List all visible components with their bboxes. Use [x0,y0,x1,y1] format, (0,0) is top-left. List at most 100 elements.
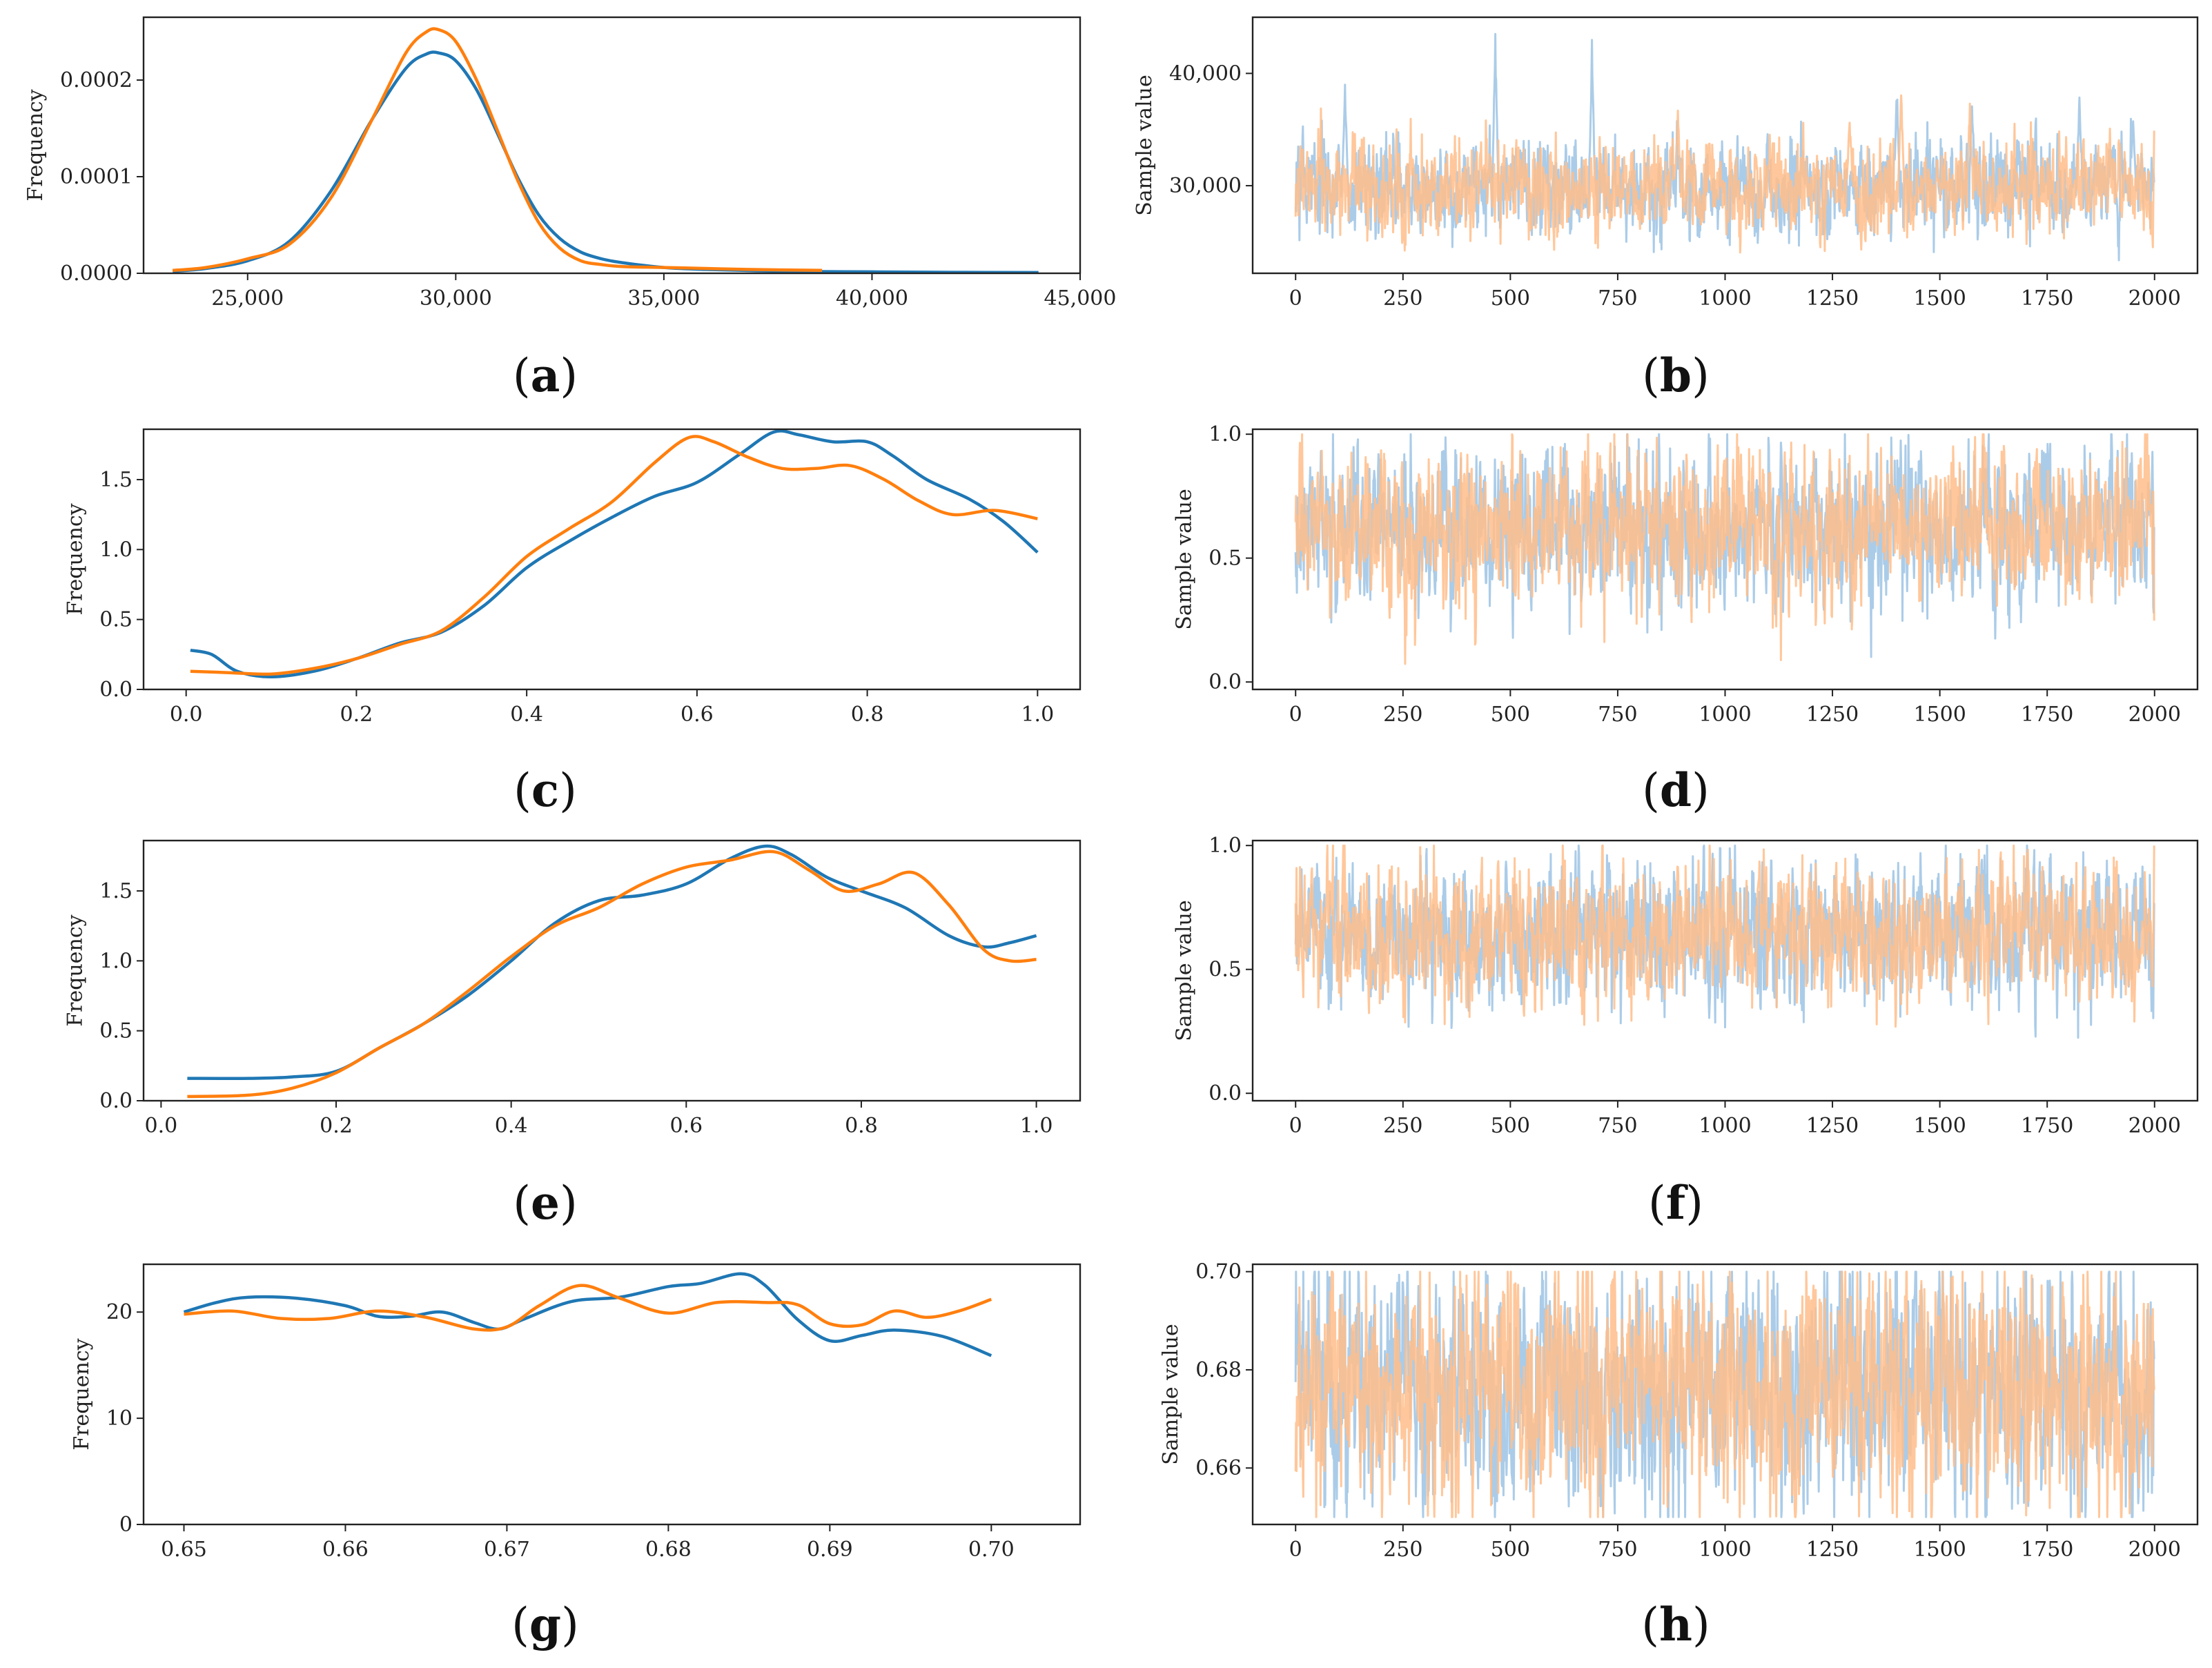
x-tick-label: 1500 [1913,703,1966,727]
x-tick-label: 0.66 [322,1538,369,1562]
x-tick-label: 1750 [2021,286,2073,311]
density-line-1 [190,429,1039,679]
panel-e: 0.0 0.2 0.4 0.6 0.8 1.0 0.0 0.5 1.0 1.5 Frequency (… [63,839,1081,1230]
y-tick-label: 0.66 [1195,1456,1242,1480]
y-axis-label: Frequency [63,914,87,1026]
panel-c: 0.0 0.2 0.4 0.6 0.8 1.0 0.0 0.5 1.0 1.5 Frequency (… [63,428,1081,817]
panel-f: 0 250 500 750 1000 1250 1500 1750 2000 0.0 0.5 1.0 S… [1172,834,2199,1230]
x-tick-label: 2000 [2128,703,2181,727]
x-tick-label: 500 [1491,1114,1530,1138]
x-tick-label: 0.4 [495,1114,528,1138]
trace-line-2 [1294,1270,2155,1518]
plot-area [187,844,1037,1099]
y-tick-label: 1.0 [99,949,133,973]
x-tick-label: 1250 [1806,1538,1859,1562]
plot-area [1294,1270,2155,1518]
y-axis-label: Frequency [23,89,48,201]
x-tick-label: 0.69 [807,1538,853,1562]
y-tick-label: 0 [119,1513,133,1537]
panel-g: 0.65 0.66 0.67 0.68 0.69 0.70 0 10 20 Frequency (g… [70,1263,1081,1651]
x-tick-label: 1250 [1806,703,1859,727]
x-tick-label: 0.65 [161,1538,207,1562]
x-tick-label: 0.68 [645,1538,692,1562]
x-tick-label: 500 [1491,703,1530,727]
x-tick-label: 1000 [1699,703,1751,727]
x-tick-label: 250 [1383,703,1422,727]
y-tick-label: 0.0 [99,678,133,702]
plot-area [183,1272,992,1357]
y-tick-label: 0.5 [99,1019,133,1043]
x-tick-label: 1.0 [1020,1114,1053,1138]
x-tick-label: 0 [1289,703,1302,727]
x-tick-label: 1500 [1913,1538,1966,1562]
x-tick-label: 1000 [1699,1538,1751,1562]
panel-label: (e) [513,1176,578,1230]
x-tick-label: 750 [1598,286,1637,311]
y-tick-label: 20 [106,1300,133,1324]
density-line-1 [183,1272,992,1357]
x-tick-label: 2000 [2128,286,2181,311]
y-tick-label: 0.0 [99,1089,133,1113]
y-axis-label: Frequency [70,1338,94,1450]
x-tick-label: 0.70 [968,1538,1015,1562]
density-line-1 [173,50,1039,273]
x-tick-label: 0 [1289,1114,1302,1138]
x-tick-label: 1250 [1806,1114,1859,1138]
trace-line-2 [1294,433,2155,665]
panel-a: 25,000 30,000 35,000 40,000 45,000 0.0000 0.00… [23,16,1116,402]
panel-b: 0 250 500 750 1000 1250 1500 1750 2000 30,000 40,0… [1133,16,2199,402]
plot-area [1294,844,2155,1039]
density-line-1 [187,844,1037,1080]
x-tick-label: 30,000 [420,286,492,311]
y-axis-label: Sample value [1172,489,1196,629]
y-tick-label: 1.0 [1208,834,1242,858]
y-tick-label: 0.0001 [60,165,133,189]
x-tick-label: 0.8 [851,703,884,727]
axes-frame [142,839,1081,1102]
panel-label: (f) [1648,1176,1703,1230]
panel-label: (h) [1641,1598,1710,1651]
y-axis-label: Sample value [1133,75,1157,215]
x-tick-label: 250 [1383,1538,1422,1562]
x-tick-label: 750 [1598,1114,1637,1138]
y-tick-label: 1.5 [99,879,133,903]
y-tick-label: 0.70 [1195,1260,1242,1284]
axes-frame [142,1263,1081,1526]
x-tick-label: 2000 [2128,1538,2181,1562]
x-tick-label: 1.0 [1021,703,1054,727]
y-tick-label: 1.0 [1208,422,1242,447]
y-tick-label: 1.0 [99,538,133,562]
y-axis-label: Sample value [1159,1324,1183,1464]
plot-area [1294,32,2155,262]
x-tick-label: 1000 [1699,286,1751,311]
x-tick-label: 0.2 [340,703,373,727]
x-tick-label: 500 [1491,286,1530,311]
x-tick-label: 1500 [1913,1114,1966,1138]
x-tick-label: 250 [1383,1114,1422,1138]
axes-frame [142,428,1081,691]
trace-line-2 [1294,94,2155,254]
x-tick-label: 2000 [2128,1114,2181,1138]
x-tick-label: 0.8 [845,1114,878,1138]
x-tick-label: 250 [1383,286,1422,311]
y-axis-label: Sample value [1172,900,1196,1041]
y-tick-label: 30,000 [1169,174,1242,198]
x-tick-label: 0.4 [510,703,543,727]
density-line-2 [184,1284,992,1332]
panel-h: 0 250 500 750 1000 1250 1500 1750 2000 0.66 0.68 0.… [1159,1260,2199,1651]
x-tick-label: 0.2 [320,1114,353,1138]
x-tick-label: 0.0 [170,703,203,727]
y-tick-label: 0.5 [1208,958,1242,982]
axes-frame [142,16,1081,275]
density-line-2 [187,850,1037,1099]
x-tick-label: 40,000 [836,286,908,311]
x-tick-label: 0.6 [669,1114,703,1138]
x-tick-label: 1500 [1913,286,1966,311]
x-tick-label: 1000 [1699,1114,1751,1138]
x-tick-label: 35,000 [627,286,700,311]
panel-label: (b) [1642,349,1710,402]
x-tick-label: 750 [1598,1538,1637,1562]
plot-area [173,27,1039,273]
y-tick-label: 1.5 [99,468,133,492]
